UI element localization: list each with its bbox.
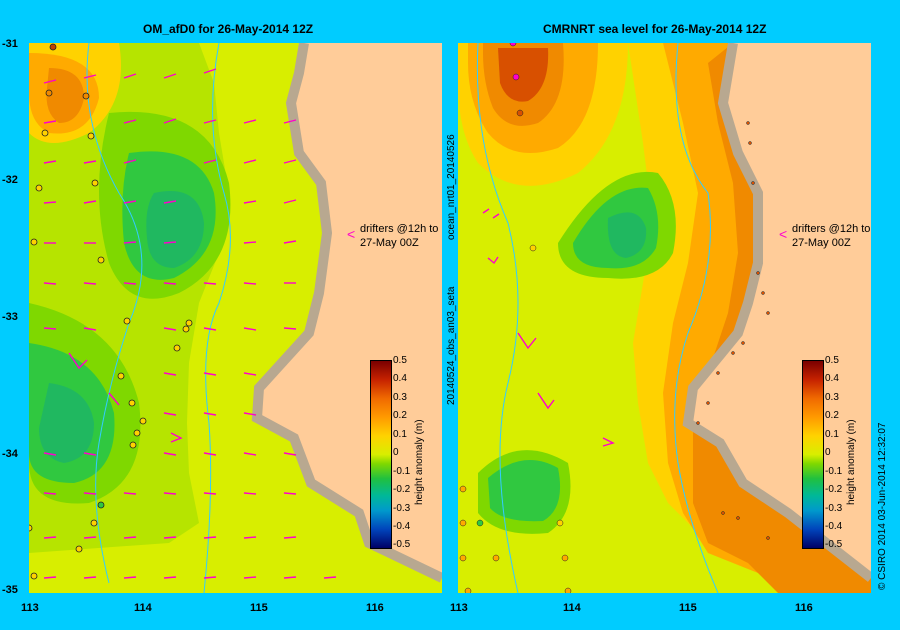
- colorbar-tick: -0.3: [825, 503, 843, 514]
- right-drifter-annotation: drifters @12h to 27-May 00Z: [792, 222, 870, 250]
- colorbar-tick: -0.4: [393, 521, 411, 532]
- colorbar-tick: 0.3: [825, 392, 839, 403]
- annotation-line-1: drifters @12h to: [360, 223, 439, 235]
- colorbar-tick: 0.3: [393, 392, 407, 403]
- y-tick-label: -35: [2, 584, 18, 596]
- copyright-timestamp: © CSIRO 2014 03-Jun-2014 12:32:07: [877, 422, 888, 590]
- colorbar-tick: -0.3: [393, 503, 411, 514]
- left-vertical-run-label: ocean_nrt01_20140526: [446, 134, 457, 240]
- left-vertical-obs-label: 20140524_obs_an03_seta: [446, 286, 457, 405]
- colorbar-tick: 0.1: [825, 429, 839, 440]
- x-tick-label: 115: [679, 602, 697, 614]
- colorbar-tick: 0: [393, 447, 399, 458]
- y-tick-label: -31: [2, 38, 18, 50]
- colorbar-tick: -0.4: [825, 521, 843, 532]
- x-tick-label: 114: [134, 602, 152, 614]
- left-colorbar-title: height anomaly (m): [414, 419, 425, 505]
- x-tick-label: 114: [563, 602, 581, 614]
- colorbar-tick: 0.1: [393, 429, 407, 440]
- left-colorbar: [370, 360, 392, 549]
- x-tick-label: 116: [366, 602, 384, 614]
- x-tick-label: 113: [21, 602, 39, 614]
- colorbar-tick: 0.5: [825, 355, 839, 366]
- y-tick-label: -33: [2, 311, 18, 323]
- right-map-panel: [458, 43, 871, 593]
- colorbar-tick: -0.5: [393, 539, 411, 550]
- right-colorbar-title: height anomaly (m): [846, 419, 857, 505]
- left-map-panel: [29, 43, 442, 593]
- colorbar-tick: 0.4: [393, 373, 407, 384]
- y-tick-label: -34: [2, 448, 18, 460]
- colorbar-tick: -0.5: [825, 539, 843, 550]
- x-tick-label: 113: [450, 602, 468, 614]
- colorbar-tick: -0.2: [825, 484, 843, 495]
- right-drifter-arrow-icon: <: [779, 226, 788, 242]
- annotation-line-2: 27-May 00Z: [792, 237, 851, 249]
- colorbar-tick: -0.2: [393, 484, 411, 495]
- left-panel-title: OM_afD0 for 26-May-2014 12Z: [143, 22, 314, 36]
- colorbar-tick: 0.4: [825, 373, 839, 384]
- left-drifter-arrow-icon: <: [347, 226, 356, 242]
- colorbar-tick: 0.2: [393, 410, 407, 421]
- annotation-line-2: 27-May 00Z: [360, 237, 419, 249]
- right-colorbar: [802, 360, 824, 549]
- colorbar-tick: 0.2: [825, 410, 839, 421]
- right-panel-title: CMRNRT sea level for 26-May-2014 12Z: [543, 22, 767, 36]
- x-tick-label: 116: [795, 602, 813, 614]
- colorbar-tick: 0.5: [393, 355, 407, 366]
- colorbar-tick: -0.1: [825, 466, 843, 477]
- left-drifter-annotation: drifters @12h to 27-May 00Z: [360, 222, 438, 250]
- colorbar-tick: 0: [825, 447, 831, 458]
- left-map-svg: [29, 43, 442, 593]
- y-tick-label: -32: [2, 174, 18, 186]
- colorbar-tick: -0.1: [393, 466, 411, 477]
- annotation-line-1: drifters @12h to: [792, 223, 871, 235]
- x-tick-label: 115: [250, 602, 268, 614]
- right-map-svg: [458, 43, 871, 593]
